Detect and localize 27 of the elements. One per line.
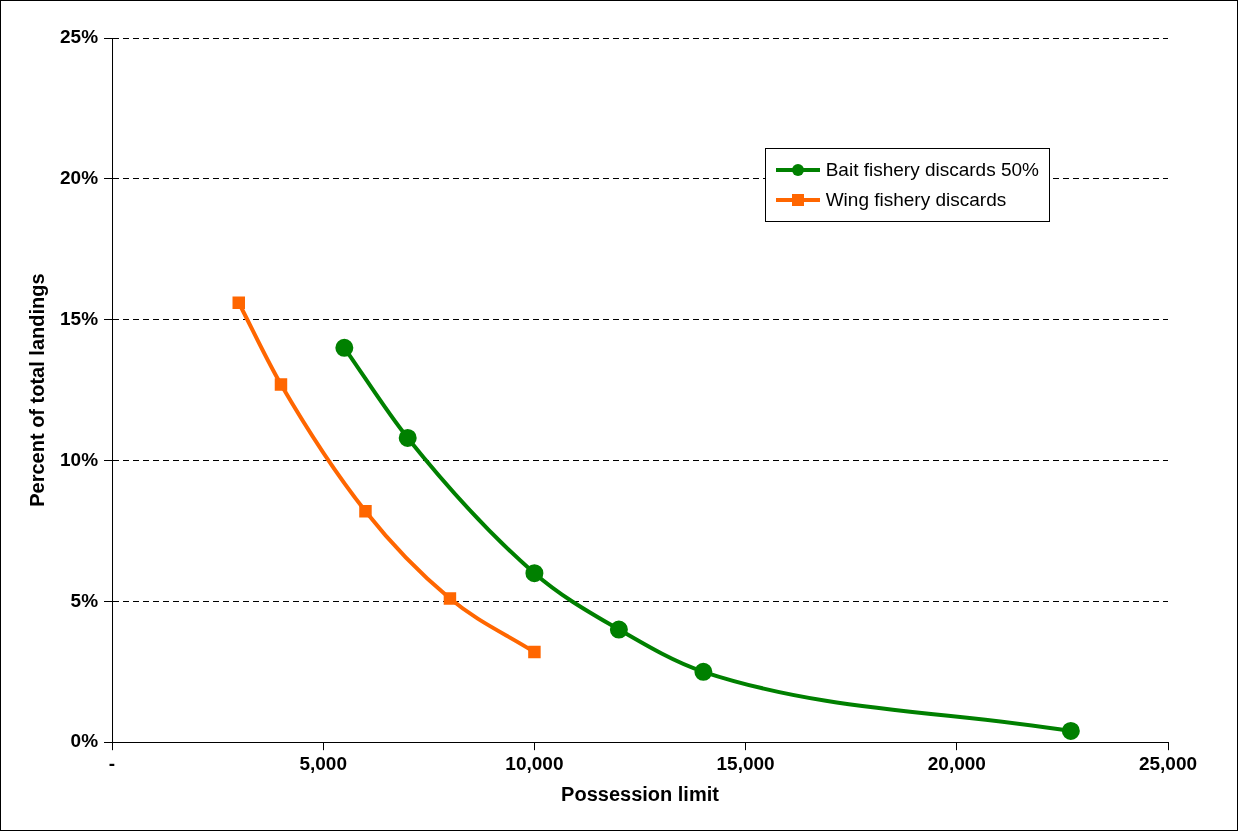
point <box>1061 721 1080 740</box>
point <box>335 338 354 357</box>
point <box>528 645 541 659</box>
legend-label: Wing fishery discards <box>825 189 1007 211</box>
y-tick-label: 15% <box>60 307 99 329</box>
y-tick-label: 10% <box>60 448 99 470</box>
y-tick-label: 5% <box>70 589 99 611</box>
point <box>398 428 417 447</box>
point <box>694 662 713 681</box>
x-tick-label: 15,000 <box>716 752 775 774</box>
x-axis-title: Possession limit <box>561 782 720 805</box>
point <box>443 592 457 605</box>
x-tick-label: - <box>108 752 116 774</box>
legend-label: Bait fishery discards 50% <box>825 159 1039 181</box>
x-tick-label: 10,000 <box>505 752 564 774</box>
point <box>232 296 245 310</box>
y-axis-title: Percent of total landings <box>25 273 48 507</box>
y-tick-label: 25% <box>60 26 99 48</box>
point <box>525 564 544 583</box>
x-tick-label: 25,000 <box>1138 752 1198 774</box>
point <box>609 620 628 639</box>
point <box>274 378 288 391</box>
x-tick-label: 20,000 <box>927 752 986 774</box>
y-tick-label: 0% <box>70 730 99 752</box>
y-tick-label: 20% <box>60 167 99 189</box>
point <box>359 504 372 518</box>
x-tick-label: 5,000 <box>299 752 347 774</box>
